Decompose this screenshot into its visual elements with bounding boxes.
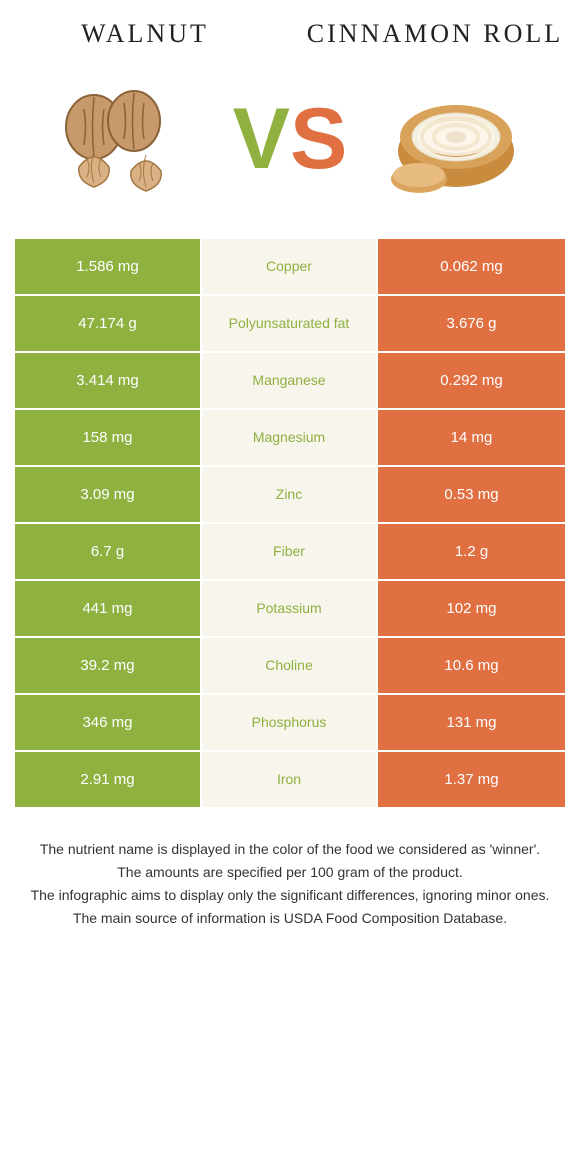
nutrient-name: Potassium <box>202 581 378 636</box>
nutrient-row: 3.414 mgManganese0.292 mg <box>15 353 565 410</box>
walnut-image <box>20 69 229 209</box>
nutrient-row: 3.09 mgZinc0.53 mg <box>15 467 565 524</box>
vs-block: VS <box>229 96 352 182</box>
nutrient-row: 158 mgMagnesium14 mg <box>15 410 565 467</box>
left-value: 1.586 mg <box>15 239 202 294</box>
vs-letter-v: V <box>233 96 290 182</box>
walnut-icon <box>39 79 209 199</box>
footnotes: The nutrient name is displayed in the co… <box>0 809 580 951</box>
nutrient-table: 1.586 mgCopper0.062 mg47.174 gPolyunsatu… <box>15 239 565 809</box>
vs-letter-s: S <box>290 96 347 182</box>
right-value: 0.292 mg <box>378 353 565 408</box>
right-value: 0.53 mg <box>378 467 565 522</box>
images-row: VS <box>0 49 580 239</box>
nutrient-name: Copper <box>202 239 378 294</box>
right-value: 0.062 mg <box>378 239 565 294</box>
nutrient-name: Polyunsaturated fat <box>202 296 378 351</box>
nutrient-name: Magnesium <box>202 410 378 465</box>
nutrient-name: Fiber <box>202 524 378 579</box>
header-row: Walnut Cinnamon roll <box>0 0 580 49</box>
right-value: 10.6 mg <box>378 638 565 693</box>
nutrient-name: Zinc <box>202 467 378 522</box>
cinnamon-roll-image <box>351 69 560 209</box>
left-value: 441 mg <box>15 581 202 636</box>
nutrient-row: 346 mgPhosphorus131 mg <box>15 695 565 752</box>
left-value: 346 mg <box>15 695 202 750</box>
nutrient-name: Iron <box>202 752 378 807</box>
left-value: 3.09 mg <box>15 467 202 522</box>
left-food-title: Walnut <box>0 20 290 49</box>
nutrient-row: 47.174 gPolyunsaturated fat3.676 g <box>15 296 565 353</box>
nutrient-row: 39.2 mgCholine10.6 mg <box>15 638 565 695</box>
nutrient-row: 441 mgPotassium102 mg <box>15 581 565 638</box>
right-food-title: Cinnamon roll <box>290 20 580 49</box>
footnote-line: The main source of information is USDA F… <box>30 908 550 929</box>
right-value: 1.2 g <box>378 524 565 579</box>
left-value: 3.414 mg <box>15 353 202 408</box>
right-value: 14 mg <box>378 410 565 465</box>
left-value: 2.91 mg <box>15 752 202 807</box>
infographic-container: Walnut Cinnamon roll VS <box>0 0 580 951</box>
nutrient-name: Manganese <box>202 353 378 408</box>
cinnamon-roll-icon <box>371 79 541 199</box>
right-value: 131 mg <box>378 695 565 750</box>
footnote-line: The amounts are specified per 100 gram o… <box>30 862 550 883</box>
footnote-line: The infographic aims to display only the… <box>30 885 550 906</box>
right-value: 102 mg <box>378 581 565 636</box>
nutrient-row: 1.586 mgCopper0.062 mg <box>15 239 565 296</box>
right-value: 3.676 g <box>378 296 565 351</box>
right-value: 1.37 mg <box>378 752 565 807</box>
nutrient-name: Phosphorus <box>202 695 378 750</box>
footnote-line: The nutrient name is displayed in the co… <box>30 839 550 860</box>
left-value: 47.174 g <box>15 296 202 351</box>
left-value: 39.2 mg <box>15 638 202 693</box>
nutrient-name: Choline <box>202 638 378 693</box>
left-value: 6.7 g <box>15 524 202 579</box>
left-value: 158 mg <box>15 410 202 465</box>
nutrient-row: 6.7 gFiber1.2 g <box>15 524 565 581</box>
nutrient-row: 2.91 mgIron1.37 mg <box>15 752 565 809</box>
